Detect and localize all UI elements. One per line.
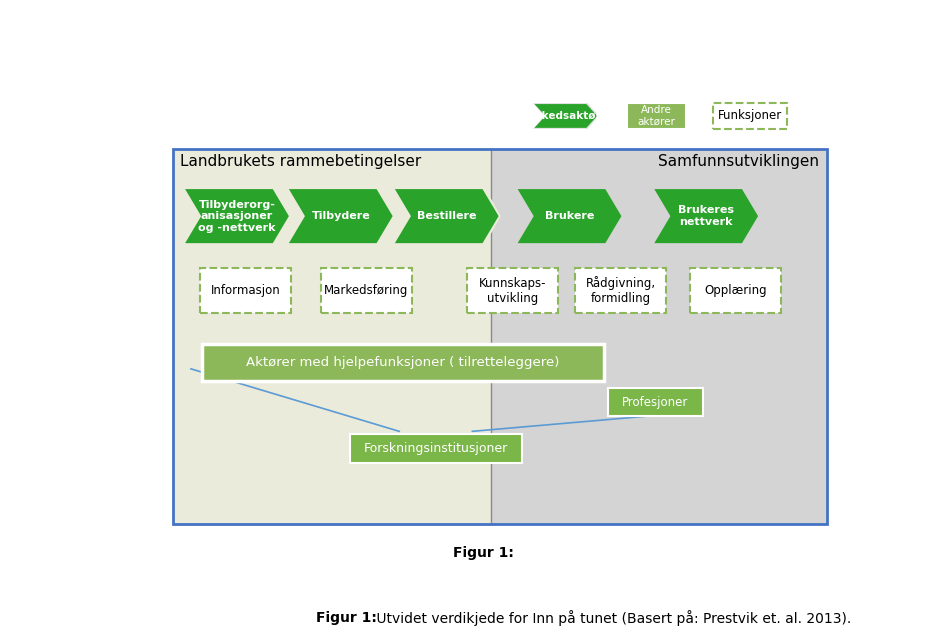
FancyBboxPatch shape <box>689 268 781 313</box>
FancyBboxPatch shape <box>173 149 490 524</box>
Polygon shape <box>185 189 289 243</box>
Text: Rådgivning,
formidling: Rådgivning, formidling <box>586 276 655 305</box>
Polygon shape <box>287 187 395 245</box>
Polygon shape <box>395 189 499 243</box>
Text: Tilbyderorg-
anisasjoner
og -nettverk: Tilbyderorg- anisasjoner og -nettverk <box>198 200 275 232</box>
Text: Figur 1:: Figur 1: <box>453 546 514 560</box>
Text: Bestillere: Bestillere <box>417 211 476 221</box>
Polygon shape <box>518 189 621 243</box>
Polygon shape <box>654 189 758 243</box>
Text: Andre
aktører: Andre aktører <box>637 105 675 127</box>
FancyBboxPatch shape <box>490 149 827 524</box>
Text: Kunnskaps-
utvikling: Kunnskaps- utvikling <box>479 276 546 305</box>
Polygon shape <box>392 187 501 245</box>
Text: Tilbydere: Tilbydere <box>311 211 371 221</box>
Text: Brukere: Brukere <box>545 211 594 221</box>
Polygon shape <box>289 189 392 243</box>
Text: Figur 1:: Figur 1: <box>316 611 377 625</box>
FancyBboxPatch shape <box>714 103 786 129</box>
Polygon shape <box>533 103 599 129</box>
FancyBboxPatch shape <box>467 268 558 313</box>
Text: Informasjon: Informasjon <box>211 284 281 297</box>
FancyBboxPatch shape <box>607 388 703 416</box>
Text: Figur 1:: Figur 1: <box>453 546 514 560</box>
Text: Utvidet verdikjede for Inn på tunet (Basert på: Prestvik et. al. 2013).: Utvidet verdikjede for Inn på tunet (Bas… <box>372 611 851 626</box>
Text: Markedsføring: Markedsføring <box>324 284 408 297</box>
Text: Aktører med hjelpefunksjoner ( tilretteleggere): Aktører med hjelpefunksjoner ( tilrettel… <box>246 356 559 369</box>
Text: Markedsaktører: Markedsaktører <box>519 111 613 121</box>
Text: Samfunnsutviklingen: Samfunnsutviklingen <box>658 154 819 169</box>
Text: Forskningsinstitusjoner: Forskningsinstitusjoner <box>364 442 508 455</box>
FancyBboxPatch shape <box>321 268 412 313</box>
Polygon shape <box>183 187 291 245</box>
FancyBboxPatch shape <box>202 344 604 381</box>
Text: Profesjoner: Profesjoner <box>621 395 688 408</box>
FancyBboxPatch shape <box>575 268 667 313</box>
FancyBboxPatch shape <box>200 268 291 313</box>
FancyBboxPatch shape <box>350 434 521 462</box>
Text: Landbrukets rammebetingelser: Landbrukets rammebetingelser <box>180 154 422 169</box>
Polygon shape <box>535 104 597 128</box>
Polygon shape <box>653 187 760 245</box>
Polygon shape <box>516 187 623 245</box>
FancyBboxPatch shape <box>626 103 687 129</box>
Text: Brukeres
nettverk: Brukeres nettverk <box>678 205 735 227</box>
Text: Funksjoner: Funksjoner <box>718 109 782 122</box>
Text: Opplæring: Opplæring <box>704 284 767 297</box>
